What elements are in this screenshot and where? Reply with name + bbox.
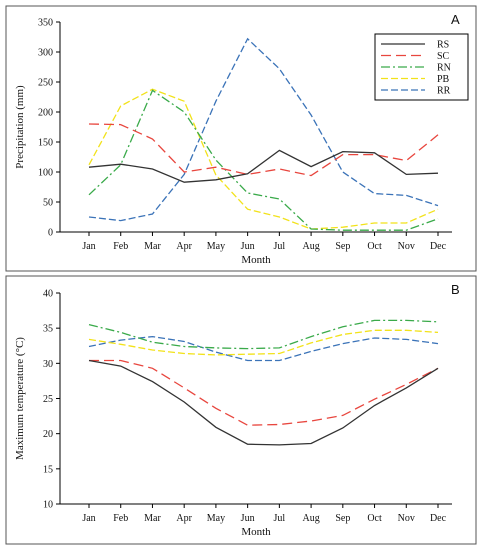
- x-tick-label: Nov: [398, 513, 415, 524]
- x-tick-label: Jul: [274, 241, 286, 252]
- y-tick-label: 25: [43, 394, 53, 405]
- panel-a-label: A: [451, 12, 460, 27]
- x-tick-label: May: [207, 241, 225, 252]
- temperature-chart: 10 15 20 25 30 35 40 Jan Feb Mar Apr May Jun Jul Aug Se…: [14, 289, 452, 538]
- x-tick-label: Jan: [82, 513, 95, 524]
- legend-label-rn: RN: [437, 63, 451, 74]
- y-tick-label: 20: [43, 429, 53, 440]
- y-tick-label: 30: [43, 359, 53, 370]
- x-axis-label: Month: [241, 526, 271, 538]
- y-tick-label: 35: [43, 324, 53, 335]
- y-axis-label: Maximum temperature (°C): [14, 337, 26, 460]
- x-tick-label: Jun: [241, 241, 255, 252]
- x-axis-label: Month: [241, 254, 271, 266]
- x-tick-label: Aug: [302, 513, 319, 524]
- legend-label-pb: PB: [437, 74, 450, 85]
- y-tick-label: 150: [38, 138, 53, 149]
- panel-a: A 0 50 100 150 200 250 300 350 Jan Feb Mar Apr May Ju…: [5, 5, 477, 272]
- precipitation-chart: 0 50 100 150 200 250 300 350 Jan Feb Mar Apr May Jun J…: [14, 18, 469, 266]
- x-tick-label: Oct: [367, 241, 382, 252]
- y-tick-label: 0: [48, 228, 53, 239]
- x-tick-label: Jul: [274, 513, 286, 524]
- x-tick-label: Jun: [241, 513, 255, 524]
- x-tick-label: Feb: [113, 241, 128, 252]
- x-tick-label: May: [207, 513, 225, 524]
- y-tick-label: 250: [38, 78, 53, 89]
- y-tick-label: 40: [43, 289, 53, 300]
- y-tick-label: 200: [38, 108, 53, 119]
- series-line-sc: [89, 359, 439, 426]
- series-line-rn: [88, 89, 439, 231]
- x-tick-label: Sep: [335, 241, 350, 252]
- panel-b-label: B: [451, 282, 460, 297]
- legend-label-sc: SC: [437, 51, 450, 62]
- x-tick-label: Mar: [144, 241, 161, 252]
- series-line-pb: [88, 329, 439, 356]
- x-tick-label: Feb: [113, 513, 128, 524]
- x-tick-label: Apr: [176, 513, 192, 524]
- y-tick-label: 50: [43, 198, 53, 209]
- series-line-sc: [88, 123, 439, 177]
- y-tick-label: 10: [43, 500, 53, 511]
- y-axis-label: Precipitation (mm): [14, 85, 26, 169]
- x-tick-label: Aug: [302, 241, 319, 252]
- series-line-rn: [88, 319, 439, 350]
- panel-b-frame: [5, 275, 477, 545]
- legend-label-rs: RS: [437, 40, 449, 51]
- series-line-rs: [88, 149, 439, 183]
- y-tick-label: 300: [38, 48, 53, 59]
- x-tick-label: Mar: [144, 513, 161, 524]
- panel-b: B 10 15 20 25 30 35 40 Jan Feb Mar Apr May Jun Jul Aug…: [5, 275, 477, 545]
- x-tick-label: Dec: [430, 513, 447, 524]
- x-tick-label: Oct: [367, 513, 382, 524]
- series-line-pb: [88, 88, 439, 230]
- x-tick-label: Apr: [176, 241, 192, 252]
- x-tick-label: Jan: [82, 241, 95, 252]
- series-line-rs: [88, 359, 439, 446]
- legend-label-rr: RR: [437, 86, 451, 97]
- x-tick-label: Dec: [430, 241, 447, 252]
- y-tick-label: 15: [43, 464, 53, 475]
- panel-a-frame: [5, 5, 477, 272]
- series-line-rr: [88, 37, 439, 222]
- y-tick-label: 350: [38, 18, 53, 29]
- x-tick-label: Nov: [398, 241, 415, 252]
- y-tick-label: 100: [38, 168, 53, 179]
- x-tick-label: Sep: [335, 513, 350, 524]
